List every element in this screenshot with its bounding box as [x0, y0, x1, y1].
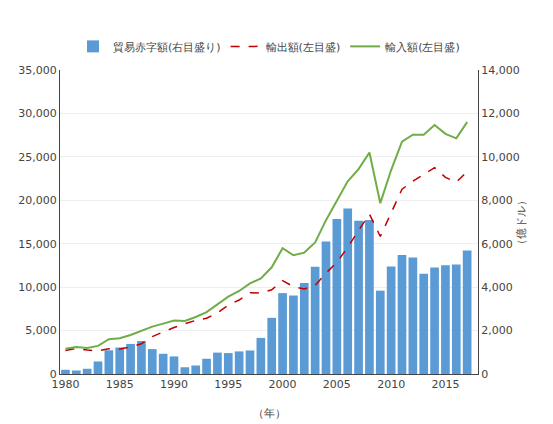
svg-text:15,000: 15,000	[18, 238, 57, 251]
svg-text:1990: 1990	[160, 378, 188, 391]
svg-text:35,000: 35,000	[18, 64, 57, 77]
svg-text:（年）: （年）	[253, 407, 286, 420]
svg-text:0: 0	[481, 368, 488, 381]
svg-text:輸入額(左目盛): 輸入額(左目盛)	[385, 41, 460, 54]
svg-text:12,000: 12,000	[481, 107, 520, 120]
svg-text:2000: 2000	[269, 378, 297, 391]
svg-text:0: 0	[50, 368, 57, 381]
svg-text:1985: 1985	[106, 378, 134, 391]
svg-text:6,000: 6,000	[481, 238, 513, 251]
svg-text:2,000: 2,000	[481, 324, 513, 337]
svg-text:2010: 2010	[377, 378, 405, 391]
svg-text:30,000: 30,000	[18, 107, 57, 120]
svg-text:10,000: 10,000	[18, 281, 57, 294]
svg-text:5,000: 5,000	[25, 324, 57, 337]
svg-text:輸出額(左目盛): 輸出額(左目盛)	[266, 41, 341, 54]
svg-text:14,000: 14,000	[481, 64, 520, 77]
svg-text:（億ドル）: （億ドル）	[515, 195, 528, 250]
svg-text:貿易赤字額(右目盛り): 貿易赤字額(右目盛り)	[113, 41, 221, 54]
svg-text:2015: 2015	[431, 378, 459, 391]
svg-text:25,000: 25,000	[18, 151, 57, 164]
svg-text:2005: 2005	[323, 378, 351, 391]
svg-text:1995: 1995	[214, 378, 242, 391]
svg-text:20,000: 20,000	[18, 194, 57, 207]
svg-text:8,000: 8,000	[481, 194, 513, 207]
svg-text:1980: 1980	[51, 378, 79, 391]
svg-text:10,000: 10,000	[481, 151, 520, 164]
svg-text:4,000: 4,000	[481, 281, 513, 294]
